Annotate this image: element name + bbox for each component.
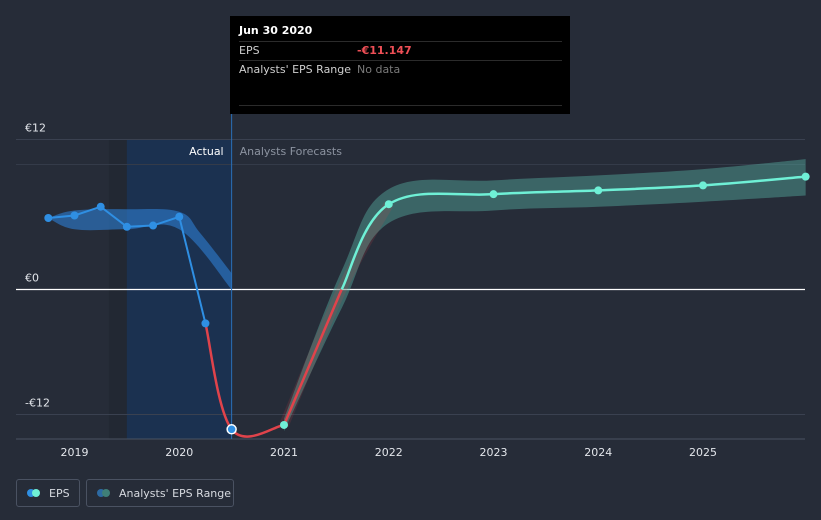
tooltip-date: Jun 30 2020: [239, 24, 313, 37]
eps-point-3: [122, 222, 131, 231]
legend-eps-button[interactable]: EPS: [16, 479, 80, 507]
eps-point-9: [384, 200, 393, 209]
forecast-label: Analysts Forecasts: [240, 145, 343, 158]
actual-label: Actual: [189, 145, 223, 158]
eps-point-11: [594, 186, 603, 195]
tooltip-range-value: No data: [357, 63, 401, 76]
y-tick-label-1: €0: [25, 272, 39, 285]
tooltip-divider: [239, 105, 562, 106]
range-band-forecast: [284, 159, 806, 432]
range-band-actual: [48, 208, 232, 290]
x-tick-label-5: 2024: [584, 446, 612, 459]
eps-point-1: [70, 211, 79, 220]
legend-eps-label: EPS: [49, 486, 70, 500]
tooltip-eps-label: EPS: [239, 44, 260, 57]
eps-point-12: [699, 181, 707, 190]
eps-legend-icon: [27, 489, 41, 497]
range-legend-icon: [97, 489, 111, 497]
eps-point-8: [280, 420, 288, 429]
tooltip-eps-row: EPS -€11.147: [239, 41, 562, 60]
legend-range-label: Analysts' EPS Range: [119, 486, 232, 500]
eps-point-0: [44, 214, 53, 223]
x-tick-label-0: 2019: [61, 446, 89, 459]
eps-point-6: [201, 319, 210, 328]
eps-point-10: [489, 190, 498, 199]
y-tick-label-2: -€12: [25, 397, 50, 410]
x-tick-label-4: 2023: [480, 446, 508, 459]
y-tick-label-0: €12: [25, 122, 46, 135]
eps-point-4: [149, 221, 158, 230]
eps-point-2: [96, 202, 105, 211]
eps-point-highlight: [226, 424, 237, 435]
eps-forecast-positive-line: [340, 175, 806, 291]
tooltip-eps-value: -€11.147: [357, 44, 412, 57]
tooltip-range-label: Analysts' EPS Range: [239, 63, 352, 76]
x-tick-label-3: 2022: [375, 446, 403, 459]
x-tick-label-2: 2021: [270, 446, 298, 459]
x-tick-label-1: 2020: [165, 446, 193, 459]
tooltip: Jun 30 2020 EPS -€11.147 Analysts' EPS R…: [230, 16, 570, 114]
eps-forecast-negative-line: [282, 289, 343, 426]
legend-range-button[interactable]: Analysts' EPS Range: [86, 479, 234, 507]
eps-point-13: [801, 172, 810, 181]
eps-point-5: [175, 212, 184, 221]
x-tick-label-6: 2025: [689, 446, 717, 459]
tooltip-range-row: Analysts' EPS Range No data: [239, 60, 562, 79]
